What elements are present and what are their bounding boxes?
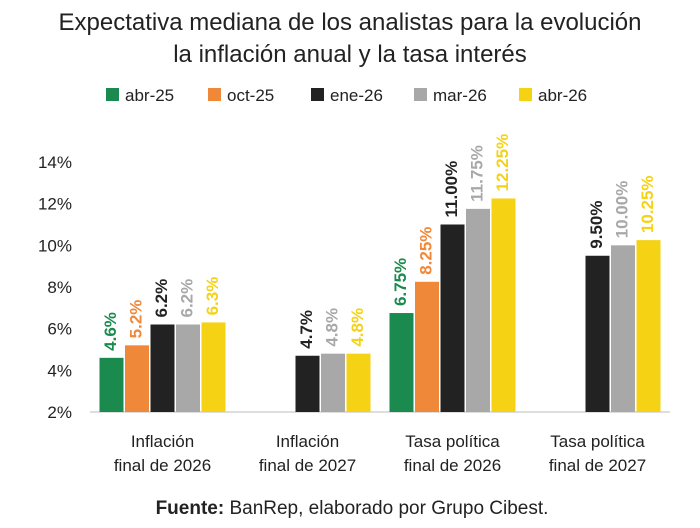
- data-label: 4.7%: [297, 310, 316, 349]
- legend: abr-25 oct-25 ene-26 mar-26 abr-26: [106, 86, 587, 105]
- bar-abr-25-cat3: [389, 313, 414, 412]
- source-note: Fuente: BanRep, elaborado por Grupo Cibe…: [156, 498, 549, 519]
- bar-ene-26-cat2: [295, 355, 320, 412]
- data-label: 6.3%: [203, 277, 222, 316]
- legend-label-ene-26: ene-26: [330, 86, 383, 105]
- legend-label-oct-25: oct-25: [227, 86, 274, 105]
- y-tick-label: 6%: [47, 320, 72, 339]
- bar-oct-25-cat3: [415, 281, 439, 412]
- y-tick-label: 4%: [47, 361, 72, 380]
- legend-label-mar-26: mar-26: [433, 86, 487, 105]
- data-label: 6.2%: [152, 279, 171, 318]
- data-label: 4.8%: [348, 308, 367, 347]
- bar-abr-26-cat3: [491, 198, 516, 412]
- bar-mar-26-cat1: [176, 324, 200, 412]
- x-category-label: Inflación: [276, 432, 339, 451]
- y-tick-label: 14%: [38, 153, 72, 172]
- data-label: 6.75%: [391, 258, 410, 306]
- x-category-label: Tasa política: [405, 432, 500, 451]
- bar-abr-26-cat2: [346, 353, 371, 412]
- y-axis: 2% 4% 6% 8% 10% 12% 14%: [38, 153, 670, 422]
- data-label: 8.25%: [416, 227, 435, 275]
- legend-swatch-abr-25: [106, 88, 119, 101]
- x-category-label: final de 2027: [259, 456, 356, 475]
- bar-mar-26-cat2: [321, 353, 345, 412]
- bar-abr-25-cat1: [99, 357, 124, 412]
- source-label: Fuente:: [156, 498, 225, 519]
- legend-swatch-ene-26: [311, 88, 324, 101]
- data-label: 12.25%: [493, 134, 512, 192]
- y-tick-label: 12%: [38, 195, 72, 214]
- x-category-label: Tasa política: [550, 432, 645, 451]
- y-tick-label: 2%: [47, 403, 72, 422]
- bar-abr-26-cat4: [636, 240, 661, 412]
- bar-mar-26-cat4: [611, 245, 635, 412]
- legend-swatch-mar-26: [414, 88, 427, 101]
- y-tick-label: 10%: [38, 236, 72, 255]
- chart-title-line-2: la inflación anual y la tasa interés: [173, 41, 527, 68]
- x-category-label: final de 2026: [114, 456, 211, 475]
- legend-label-abr-25: abr-25: [125, 86, 174, 105]
- bar-ene-26-cat4: [585, 255, 610, 412]
- data-label: 4.6%: [101, 312, 120, 351]
- data-label: 6.2%: [177, 279, 196, 318]
- data-label: 9.50%: [587, 201, 606, 249]
- bar-abr-26-cat1: [201, 322, 226, 412]
- bar-oct-25-cat1: [125, 345, 149, 412]
- y-tick-label: 8%: [47, 278, 72, 297]
- chart-title-line-1: Expectativa mediana de los analistas par…: [58, 9, 641, 36]
- x-category-label: final de 2026: [404, 456, 501, 475]
- x-category-label: final de 2027: [549, 456, 646, 475]
- data-label: 11.75%: [467, 145, 486, 202]
- legend-swatch-oct-25: [208, 88, 221, 101]
- plot-area: 4.6% 5.2% 6.2% 6.2% 6.3% Inflación final de 20…: [99, 134, 661, 475]
- data-label: 5.2%: [126, 300, 145, 339]
- source-text: BanRep, elaborado por Grupo Cibest.: [224, 498, 548, 519]
- bar-mar-26-cat3: [466, 208, 490, 412]
- data-label: 10.00%: [612, 181, 631, 239]
- legend-label-abr-26: abr-26: [538, 86, 587, 105]
- data-label: 11.00%: [442, 161, 461, 218]
- bar-ene-26-cat1: [150, 324, 175, 412]
- data-label: 4.8%: [322, 308, 341, 347]
- legend-swatch-abr-26: [519, 88, 532, 101]
- data-label: 10.25%: [638, 175, 657, 233]
- x-category-label: Inflación: [131, 432, 194, 451]
- bar-ene-26-cat3: [440, 224, 465, 412]
